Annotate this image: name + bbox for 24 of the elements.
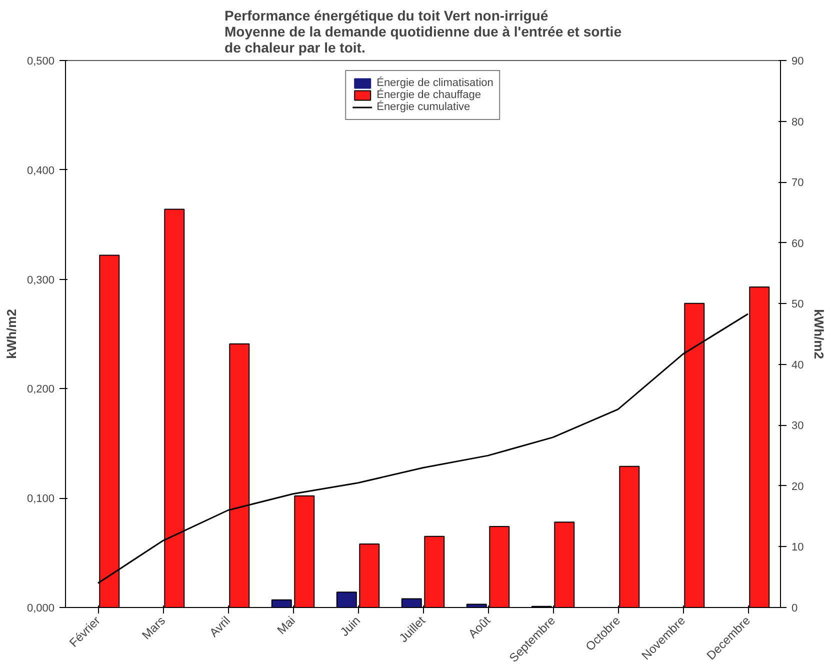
y-tick-label: 0,000 — [26, 602, 55, 614]
y2-tick-label: 40 — [792, 359, 804, 372]
x-tick-label: Juin — [337, 614, 363, 640]
y2-axis-title: kWh/m2 — [812, 309, 827, 359]
y-tick-label: 0,400 — [26, 164, 55, 177]
x-tick-label: Mai — [274, 614, 298, 638]
y2-tick-label: 30 — [792, 420, 804, 432]
legend-label: Énergie de chauffage — [376, 89, 481, 101]
y-tick-label: 0,300 — [26, 274, 55, 286]
y-tick-label: 0,500 — [26, 56, 55, 68]
y-tick-label: 0,200 — [26, 384, 55, 396]
y2-tick-label: 50 — [792, 298, 804, 311]
y2-tick-label: 0 — [792, 602, 798, 614]
chart-title: Performance énergétique du toit Vert non-irrigué Moyenne de la demande quotidienne due à l'entrée et sortie de chaleur par le toit. — [224, 8, 622, 56]
y2-tick-label: 60 — [792, 238, 804, 250]
y2-tick-label: 20 — [792, 480, 804, 493]
legend-label: Énergie de climatisation — [376, 77, 494, 89]
y2-tick-label: 90 — [792, 56, 804, 68]
y-axis-title: kWh/m2 — [4, 309, 19, 359]
y-tick-label: 0,100 — [26, 493, 55, 506]
y2-tick-label: 70 — [792, 177, 804, 190]
y2-tick-label: 10 — [792, 542, 804, 554]
y2-tick-label: 80 — [792, 116, 804, 128]
legend-label: Énergie cumulative — [376, 101, 470, 113]
